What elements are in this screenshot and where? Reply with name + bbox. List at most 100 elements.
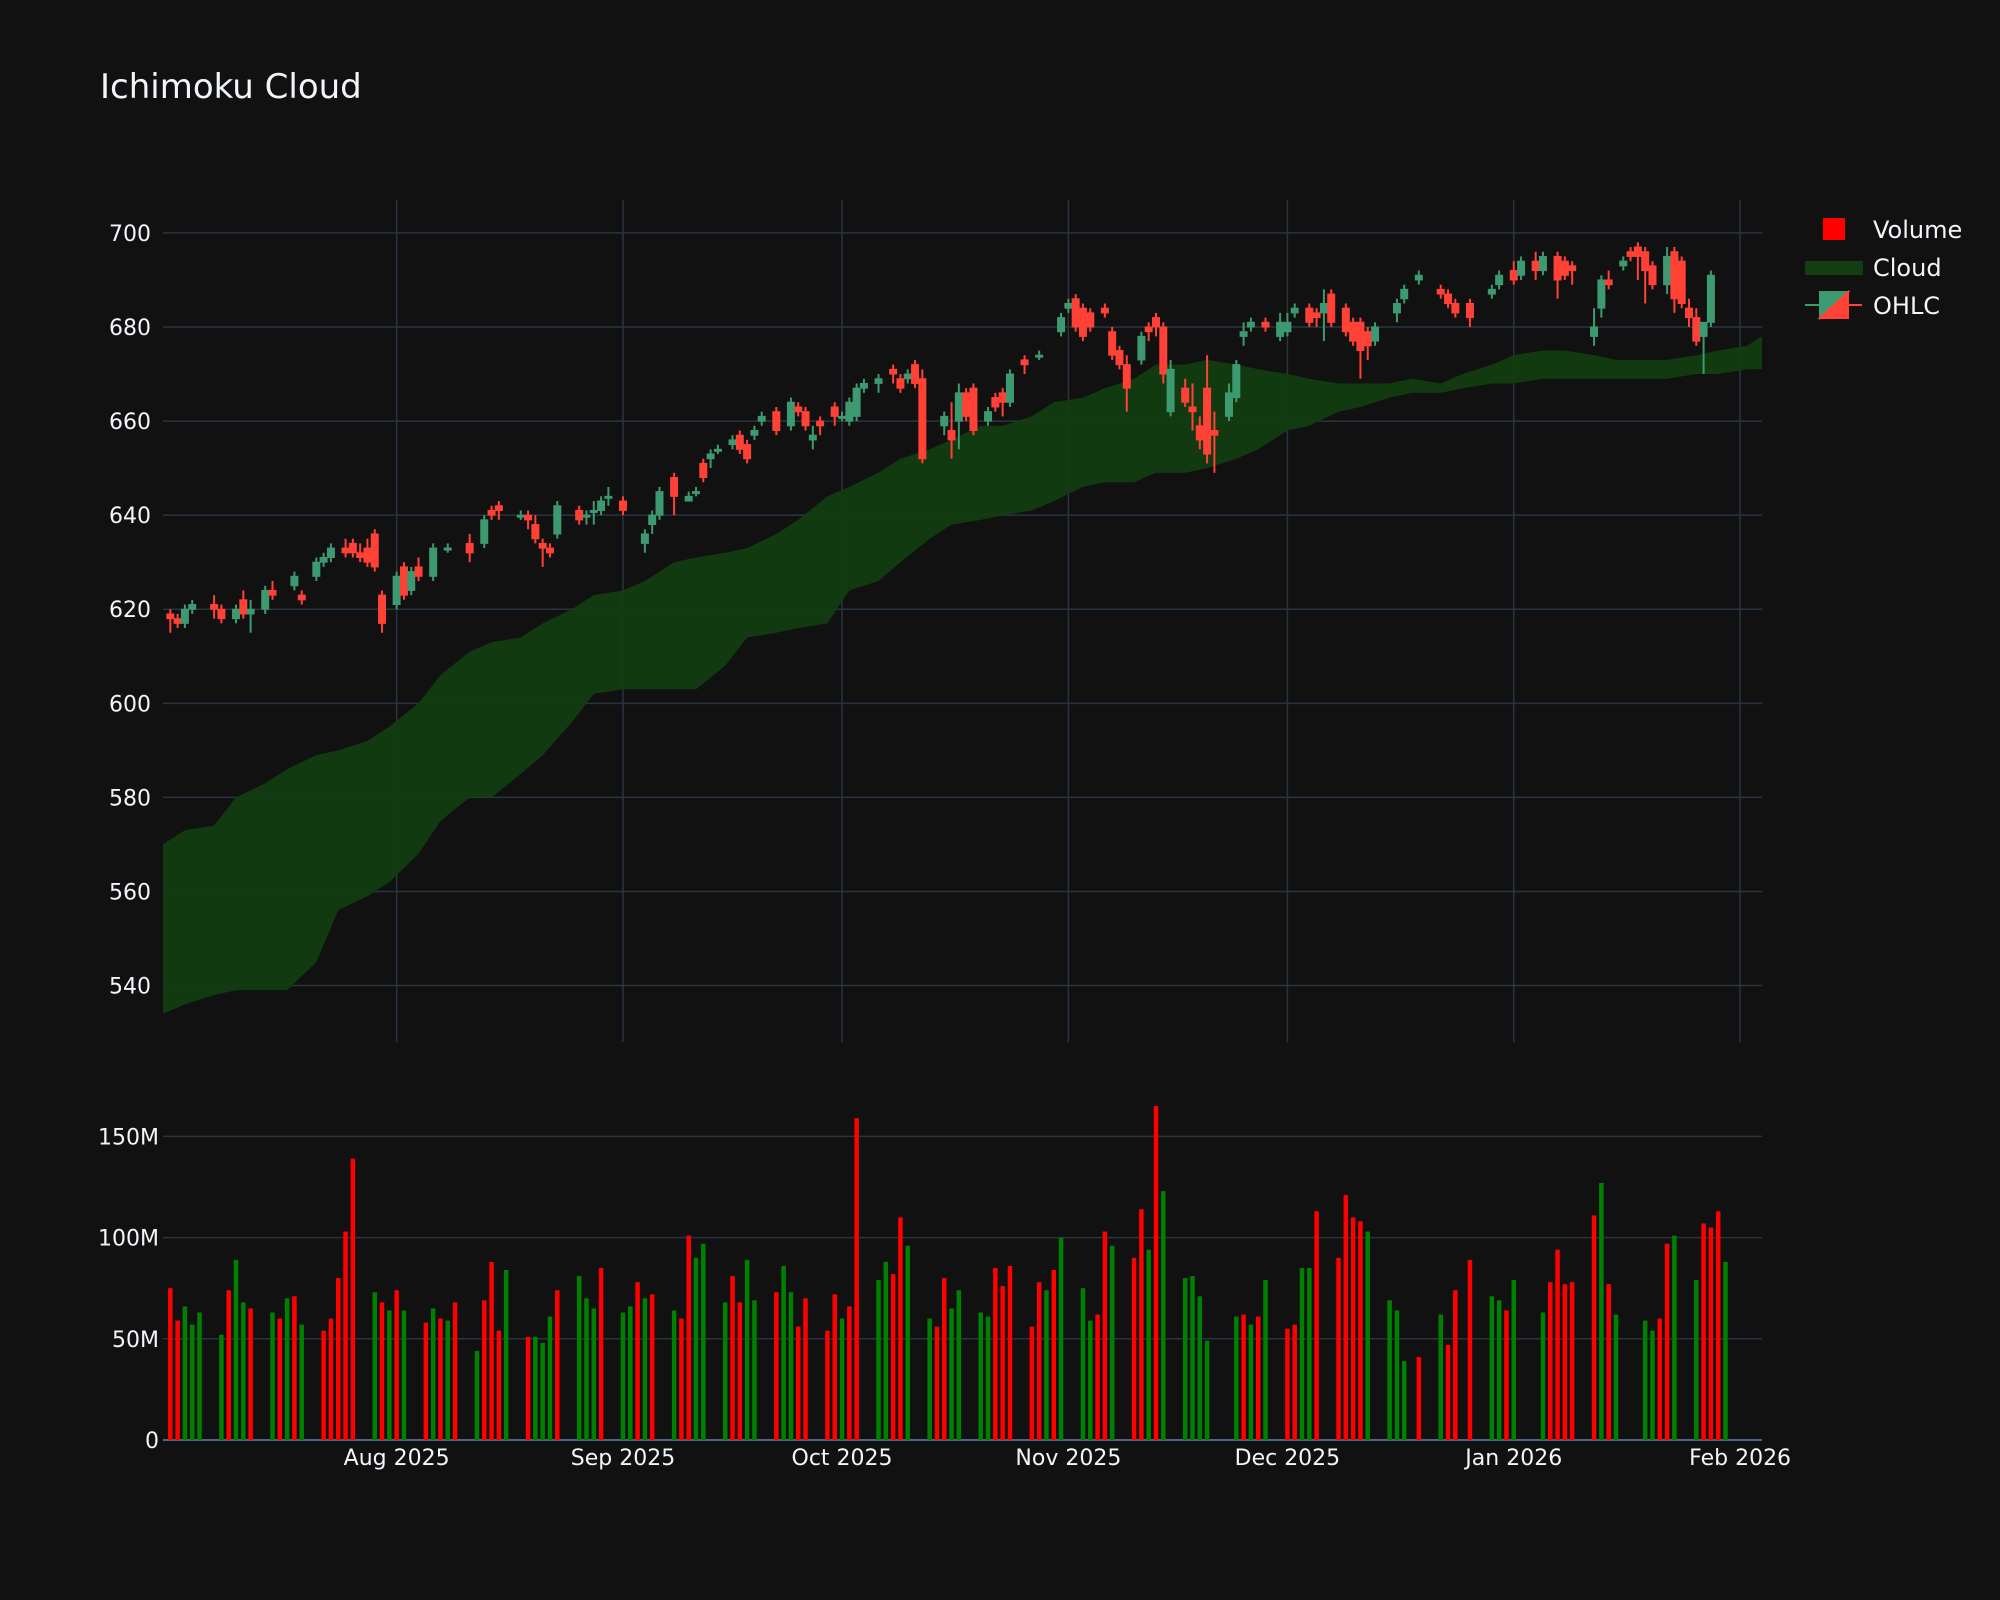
volume-bar	[1007, 1265, 1013, 1440]
candle-body	[808, 434, 817, 441]
volume-bar	[292, 1296, 297, 1440]
volume-bar	[949, 1308, 954, 1440]
candlestick	[1414, 270, 1423, 285]
legend-item-cloud[interactable]: Cloud	[1805, 254, 1942, 282]
volume-bar	[182, 1306, 188, 1440]
volume-bar	[693, 1257, 699, 1440]
candle-body	[786, 401, 795, 427]
candlestick	[1115, 345, 1124, 370]
volume-bar	[482, 1300, 487, 1440]
candlestick	[1663, 247, 1672, 295]
candlestick	[1020, 355, 1029, 375]
volume-bar	[839, 1318, 845, 1440]
candlestick	[947, 402, 956, 459]
candlestick	[1035, 350, 1044, 360]
candlestick	[1290, 303, 1299, 318]
candle-body	[1078, 307, 1087, 337]
candlestick	[889, 364, 898, 384]
volume-bar	[1350, 1217, 1356, 1440]
candlestick	[582, 510, 591, 525]
candlestick	[684, 491, 693, 502]
candle-body	[341, 547, 350, 554]
candle-body	[1590, 326, 1599, 337]
volume-bar	[555, 1290, 560, 1440]
candle-body	[889, 368, 898, 375]
volume-bar	[584, 1298, 589, 1440]
volume-bar	[1197, 1296, 1203, 1440]
candle-body	[801, 411, 810, 427]
candlestick	[1122, 355, 1131, 412]
volume-bar	[1241, 1314, 1246, 1440]
candle-body	[750, 429, 759, 436]
candle-body	[1626, 251, 1635, 257]
volume-bar	[189, 1324, 195, 1440]
volume-bar	[701, 1243, 706, 1440]
volume-bar	[1109, 1245, 1115, 1440]
candlestick	[1071, 294, 1080, 332]
candle-body	[1261, 321, 1270, 328]
volume-bar	[803, 1298, 808, 1440]
volume-bar	[722, 1302, 728, 1440]
volume-bar	[1190, 1276, 1195, 1440]
chart-title: Ichimoku Cloud	[100, 67, 362, 107]
candlestick	[246, 599, 255, 633]
legend-swatch-cloud	[1805, 261, 1863, 275]
candlestick	[1509, 261, 1518, 285]
candlestick	[1181, 378, 1190, 407]
candle-body	[692, 491, 700, 495]
candle-body	[947, 429, 956, 441]
legend-item-volume[interactable]: Volume	[1823, 216, 1962, 244]
volume-bar	[540, 1342, 545, 1440]
volume-bar	[168, 1288, 173, 1440]
volume-bar	[321, 1330, 326, 1440]
x-tick-label: Sep 2025	[571, 1446, 675, 1471]
legend-item-ohlc[interactable]: OHLC	[1805, 289, 1940, 321]
candlestick	[1626, 247, 1635, 262]
volume-bar	[489, 1261, 494, 1440]
candlestick	[1078, 303, 1087, 342]
volume-bar	[1358, 1221, 1363, 1440]
volume-bar	[219, 1334, 224, 1440]
candlestick	[692, 486, 700, 497]
candlestick	[1451, 298, 1460, 318]
volume-bar	[525, 1336, 531, 1440]
candle-body	[210, 604, 219, 610]
candlestick	[1684, 298, 1693, 328]
candle-body	[1392, 302, 1401, 314]
volume-bar	[1234, 1316, 1239, 1440]
candlestick	[378, 590, 387, 633]
candlestick	[1699, 321, 1708, 375]
volume-bar	[1416, 1357, 1422, 1440]
candle-body	[268, 589, 277, 596]
candle-body	[1276, 321, 1285, 337]
volume-bar	[898, 1217, 903, 1440]
volume-bar	[270, 1312, 275, 1440]
candle-body	[998, 392, 1007, 403]
candle-body	[984, 411, 993, 422]
volume-bars-layer	[168, 1106, 1728, 1440]
candlestick	[772, 406, 781, 436]
candle-body	[962, 392, 971, 417]
candle-body	[859, 382, 868, 389]
candle-body	[1115, 350, 1124, 366]
volume-bar	[241, 1302, 246, 1440]
candle-body	[1677, 260, 1686, 304]
candlestick	[399, 562, 408, 600]
volume-bar	[1489, 1296, 1495, 1440]
volume-bar	[905, 1245, 910, 1440]
candlestick	[1670, 247, 1679, 313]
volume-bar	[642, 1298, 648, 1440]
volume-bar	[1664, 1243, 1670, 1440]
volume-bar	[277, 1318, 283, 1440]
price-tick-label: 540	[109, 975, 151, 1000]
candle-body	[1538, 255, 1547, 272]
candlestick	[232, 604, 241, 624]
volume-bar	[1182, 1278, 1188, 1440]
candlestick	[845, 397, 854, 426]
candle-body	[816, 420, 825, 427]
volume-bar	[1036, 1282, 1042, 1440]
candle-body	[414, 566, 423, 577]
candlestick	[743, 439, 752, 464]
candlestick	[699, 458, 708, 483]
candlestick	[1604, 270, 1613, 290]
